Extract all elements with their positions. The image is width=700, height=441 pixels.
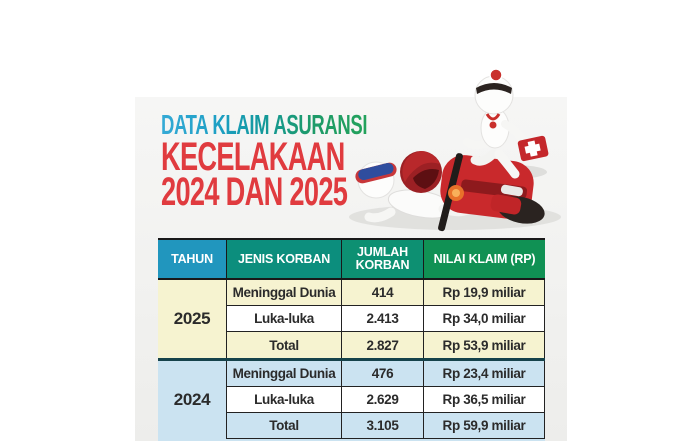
cell-jumlah: 476: [341, 361, 423, 387]
infographic-title: DATA KLAIM ASURANSI KECELAKAAN 2024 DAN …: [161, 109, 473, 214]
cell-jumlah: 2.413: [341, 306, 423, 332]
cell-nilai: Rp 59,9 miliar: [423, 413, 545, 439]
cell-jenis: Total: [226, 413, 341, 439]
cell-jumlah: 2.827: [341, 332, 423, 358]
col-header-nilai-klaim: NILAI KLAIM (RP): [423, 240, 545, 278]
cropped-next-row: [158, 439, 545, 441]
stethoscope-icon: [485, 113, 501, 129]
helmet-icon: [400, 151, 442, 193]
cell-jenis: Meninggal Dunia: [226, 280, 341, 306]
cell-jenis: Luka-luka: [226, 387, 341, 413]
table-section-2025: 2025 Meninggal Dunia 414 Rp 19,9 miliar …: [158, 280, 545, 358]
col-header-tahun: TAHUN: [158, 240, 226, 278]
cell-jenis: Luka-luka: [226, 306, 341, 332]
cell-jenis: Meninggal Dunia: [226, 361, 341, 387]
table-header-row: TAHUN JENIS KORBAN JUMLAH KORBAN NILAI K…: [158, 238, 545, 280]
cell-nilai: Rp 36,5 miliar: [423, 387, 545, 413]
claims-table: TAHUN JENIS KORBAN JUMLAH KORBAN NILAI K…: [158, 238, 545, 441]
cell-jumlah: 414: [341, 280, 423, 306]
year-cell-2024: 2024: [158, 361, 226, 439]
cell-jenis: Total: [226, 332, 341, 358]
table-section-2024: 2024 Meninggal Dunia 476 Rp 23,4 miliar …: [158, 358, 545, 439]
cell-nilai: Rp 23,4 miliar: [423, 361, 545, 387]
cell-jumlah: 2.629: [341, 387, 423, 413]
goggles-icon: [355, 162, 397, 184]
title-line-1: DATA KLAIM ASURANSI: [161, 109, 368, 140]
accident-illustration: [349, 68, 561, 232]
col-header-jumlah-korban: JUMLAH KORBAN: [341, 240, 423, 278]
cell-nilai: Rp 19,9 miliar: [423, 280, 545, 306]
doctor-figure: [463, 68, 549, 179]
col-header-jenis-korban: JENIS KORBAN: [226, 240, 341, 278]
first-aid-kit-icon: [517, 135, 549, 162]
cell-nilai: Rp 34,0 miliar: [423, 306, 545, 332]
cell-nilai: Rp 53,9 miliar: [423, 332, 545, 358]
cell-jumlah: 3.105: [341, 413, 423, 439]
head-mirror-icon: [476, 68, 512, 94]
title-line-2: KECELAKAAN: [161, 135, 345, 179]
year-cell-2025: 2025: [158, 280, 226, 358]
title-line-3: 2024 DAN 2025: [161, 170, 348, 214]
